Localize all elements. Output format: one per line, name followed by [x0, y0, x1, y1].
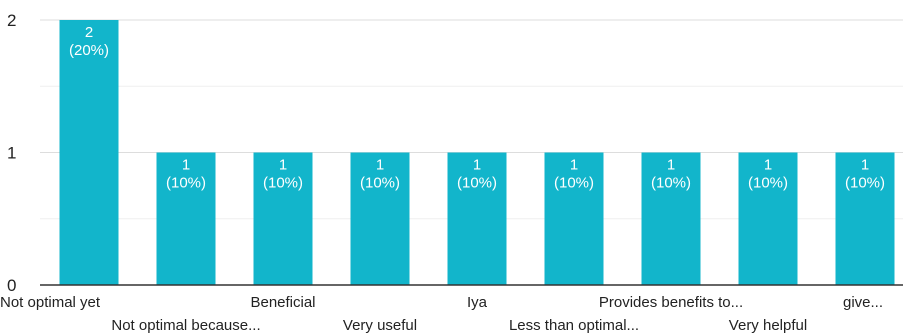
y-tick-label: 1 — [7, 144, 16, 163]
category-label: give... — [843, 294, 883, 311]
bar — [738, 152, 798, 285]
bar-percent-label: (10%) — [263, 175, 303, 192]
bar-value-label: 1 — [570, 157, 578, 174]
bar-percent-label: (10%) — [166, 175, 206, 192]
bar — [447, 152, 507, 285]
category-label: Beneficial — [250, 294, 315, 311]
bar-percent-label: (10%) — [360, 175, 400, 192]
bar-percent-label: (10%) — [845, 175, 885, 192]
category-label: Less than optimal... — [509, 317, 639, 334]
bar-percent-label: (10%) — [748, 175, 788, 192]
bar-percent-label: (20%) — [69, 42, 109, 59]
bar-value-label: 1 — [182, 157, 190, 174]
bar-value-label: 1 — [667, 157, 675, 174]
bar-percent-label: (10%) — [457, 175, 497, 192]
y-tick-label: 0 — [7, 276, 16, 295]
bar — [156, 152, 216, 285]
category-label: Iya — [467, 294, 488, 311]
y-tick-label: 2 — [7, 11, 16, 30]
bar — [641, 152, 701, 285]
category-label: Very helpful — [729, 317, 807, 334]
category-label: Not optimal because... — [111, 317, 260, 334]
bar-value-label: 1 — [861, 157, 869, 174]
bar — [544, 152, 604, 285]
bar-percent-label: (10%) — [651, 175, 691, 192]
bar-value-label: 1 — [764, 157, 772, 174]
bar — [835, 152, 895, 285]
bar — [350, 152, 410, 285]
category-label: Very useful — [343, 317, 417, 334]
bar-value-label: 1 — [473, 157, 481, 174]
bar-value-label: 1 — [279, 157, 287, 174]
bars: 2(20%)1(10%)1(10%)1(10%)1(10%)1(10%)1(10… — [59, 20, 895, 285]
category-label: Not optimal yet — [0, 294, 101, 311]
bar-percent-label: (10%) — [554, 175, 594, 192]
category-label: Provides benefits to... — [599, 294, 743, 311]
y-axis-ticks: 0 1 2 — [7, 11, 16, 295]
bar-value-label: 1 — [376, 157, 384, 174]
x-axis-labels: Not optimal yet Not optimal because... Ben… — [0, 294, 883, 334]
bar — [59, 20, 119, 285]
bar-value-label: 2 — [85, 24, 93, 41]
bar — [253, 152, 313, 285]
